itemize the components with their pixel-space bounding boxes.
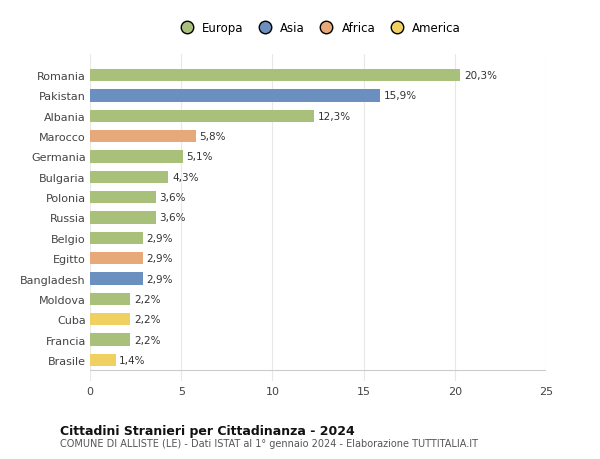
Bar [90,273,143,285]
Bar [90,192,155,204]
Text: 2,9%: 2,9% [146,274,173,284]
Text: 3,6%: 3,6% [160,193,186,203]
Bar [90,90,380,102]
Text: 20,3%: 20,3% [464,71,497,81]
Bar [90,151,183,163]
Text: 2,9%: 2,9% [146,254,173,263]
Text: 2,2%: 2,2% [134,335,160,345]
Text: 1,4%: 1,4% [119,355,146,365]
Bar [90,212,155,224]
Text: 5,1%: 5,1% [187,152,213,162]
Bar [90,131,196,143]
Text: Cittadini Stranieri per Cittadinanza - 2024: Cittadini Stranieri per Cittadinanza - 2… [60,424,355,437]
Bar [90,293,130,305]
Text: 2,9%: 2,9% [146,233,173,243]
Text: 5,8%: 5,8% [199,132,226,142]
Text: COMUNE DI ALLISTE (LE) - Dati ISTAT al 1° gennaio 2024 - Elaborazione TUTTITALIA: COMUNE DI ALLISTE (LE) - Dati ISTAT al 1… [60,438,478,448]
Text: 4,3%: 4,3% [172,173,199,182]
Bar [90,334,130,346]
Text: 2,2%: 2,2% [134,294,160,304]
Bar [90,354,116,366]
Bar [90,313,130,325]
Bar [90,232,143,244]
Text: 2,2%: 2,2% [134,314,160,325]
Bar [90,111,314,123]
Legend: Europa, Asia, Africa, America: Europa, Asia, Africa, America [175,22,461,35]
Bar [90,252,143,265]
Text: 3,6%: 3,6% [160,213,186,223]
Text: 12,3%: 12,3% [318,112,351,122]
Bar [90,171,169,184]
Bar [90,70,460,82]
Text: 15,9%: 15,9% [383,91,417,101]
